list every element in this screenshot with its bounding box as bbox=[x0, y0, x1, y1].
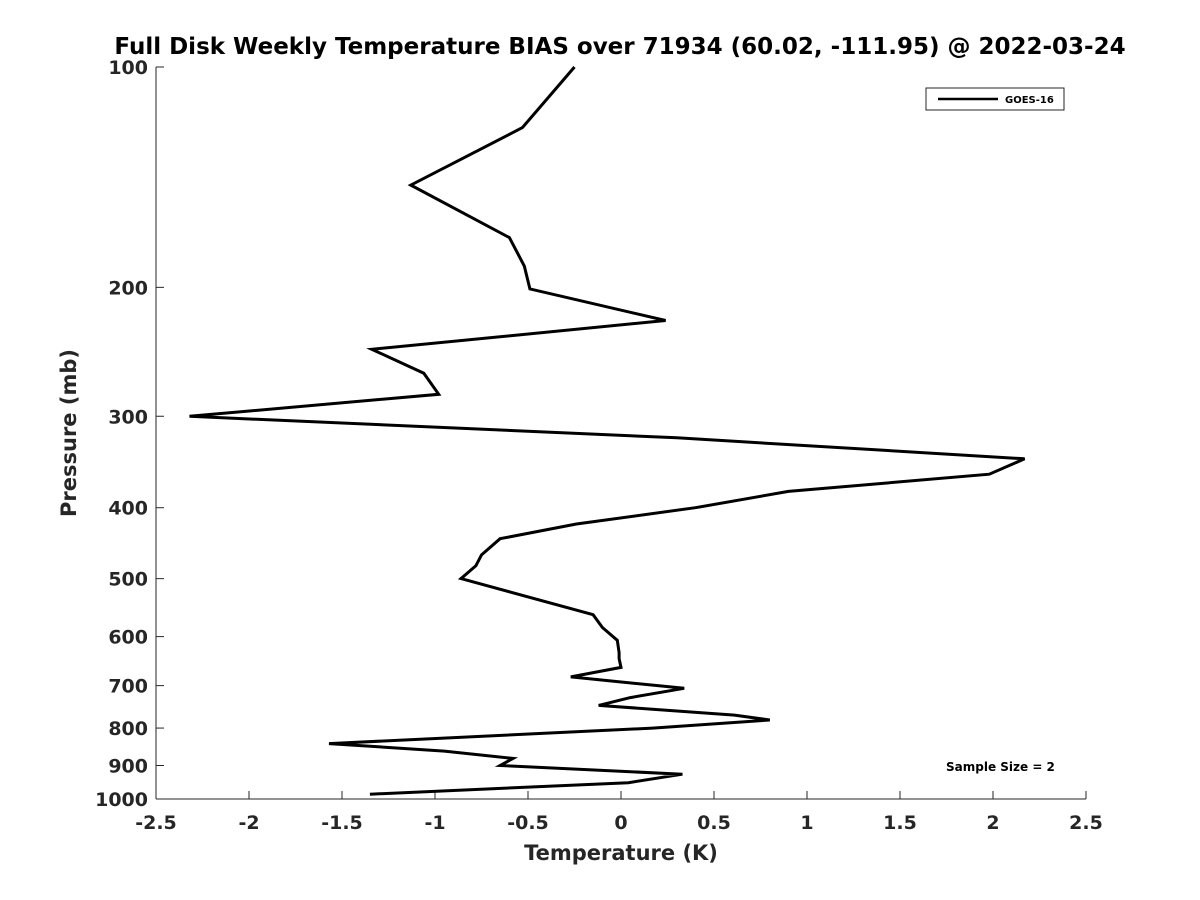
y-tick-label: 1000 bbox=[95, 789, 148, 811]
x-tick-label: 1 bbox=[800, 812, 813, 834]
x-ticks: -2.5 -2 -1.5 -1 -0.5 0 0.5 1 1.5 2 2.5 bbox=[135, 791, 1103, 834]
x-axis-label: Temperature (K) bbox=[524, 841, 718, 865]
y-tick-label: 600 bbox=[108, 627, 148, 649]
x-tick-label: 2.5 bbox=[1069, 812, 1103, 834]
y-tick-label: 400 bbox=[108, 498, 148, 520]
x-tick-label: 0.5 bbox=[697, 812, 731, 834]
x-tick-label: 0 bbox=[614, 812, 627, 834]
sample-size-annotation: Sample Size = 2 bbox=[946, 760, 1055, 774]
x-tick-label: -2.5 bbox=[135, 812, 177, 834]
y-ticks: 100 200 300 400 500 600 700 800 900 1000 bbox=[95, 57, 164, 811]
series-line-goes-16 bbox=[189, 66, 1026, 796]
legend[interactable]: GOES-16 bbox=[925, 87, 1065, 111]
y-tick-label: 700 bbox=[108, 676, 148, 698]
x-tick-label: -1.5 bbox=[321, 812, 363, 834]
x-tick-label: -2 bbox=[238, 812, 259, 834]
y-tick-label: 300 bbox=[108, 406, 148, 428]
legend-label-goes-16: GOES-16 bbox=[1005, 95, 1054, 106]
y-axis-label: Pressure (mb) bbox=[57, 349, 81, 517]
y-tick-label: 900 bbox=[108, 756, 148, 778]
y-tick-label: 100 bbox=[108, 57, 148, 79]
x-tick-label: -1 bbox=[424, 812, 445, 834]
y-tick-label: 500 bbox=[108, 569, 148, 591]
chart-title: Full Disk Weekly Temperature BIAS over 7… bbox=[114, 34, 1125, 60]
x-tick-label: -0.5 bbox=[507, 812, 549, 834]
y-tick-label: 800 bbox=[108, 718, 148, 740]
y-tick-label: 200 bbox=[108, 277, 148, 299]
x-tick-label: 1.5 bbox=[883, 812, 917, 834]
x-tick-label: 2 bbox=[986, 812, 999, 834]
plot-series bbox=[189, 66, 1026, 796]
